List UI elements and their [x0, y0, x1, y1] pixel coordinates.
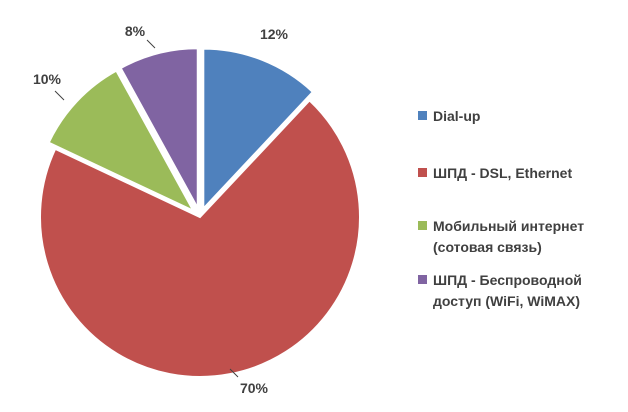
legend-swatch: [418, 275, 427, 284]
pie-slices: [39, 47, 361, 378]
data-label-mobile-internet: 10%: [33, 71, 62, 87]
data-label-dial-up: 12%: [260, 26, 289, 42]
legend-swatch: [418, 168, 427, 177]
leader-line-wireless-access: [146, 39, 156, 49]
pie-slice-dial-up: [202, 47, 315, 212]
leader-lines: [54, 39, 239, 378]
legend-label: ШПД - DSL, Ethernet: [433, 165, 573, 181]
legend-item-wireless-access: ШПД - Беспроводной доступ (WiFi, WiMAX): [418, 270, 618, 312]
legend-item-dsl-ethernet: ШПД - DSL, Ethernet: [418, 163, 618, 184]
pie-slice-mobile-internet: [47, 69, 196, 214]
legend-label: Мобильный интернет (сотовая связь): [433, 218, 585, 255]
leader-line-dsl-ethernet: [229, 368, 239, 378]
data-label-wireless-access: 8%: [125, 23, 146, 39]
data-label-dsl-ethernet: 70%: [240, 380, 269, 396]
legend-label: ШПД - Беспроводной доступ (WiFi, WiMAX): [433, 272, 582, 309]
legend-swatch: [418, 111, 427, 120]
pie-slice-dsl-ethernet: [39, 98, 361, 378]
legend-item-dial-up: Dial-up: [418, 106, 618, 127]
legend-label: Dial-up: [433, 108, 481, 124]
legend-swatch: [418, 221, 427, 230]
leader-line-mobile-internet: [54, 90, 65, 101]
pie-slice-wireless-access: [119, 47, 199, 209]
data-labels: 12% 70% 10% 8%: [33, 23, 289, 396]
legend-item-mobile-internet: Мобильный интернет (сотовая связь): [418, 216, 618, 258]
